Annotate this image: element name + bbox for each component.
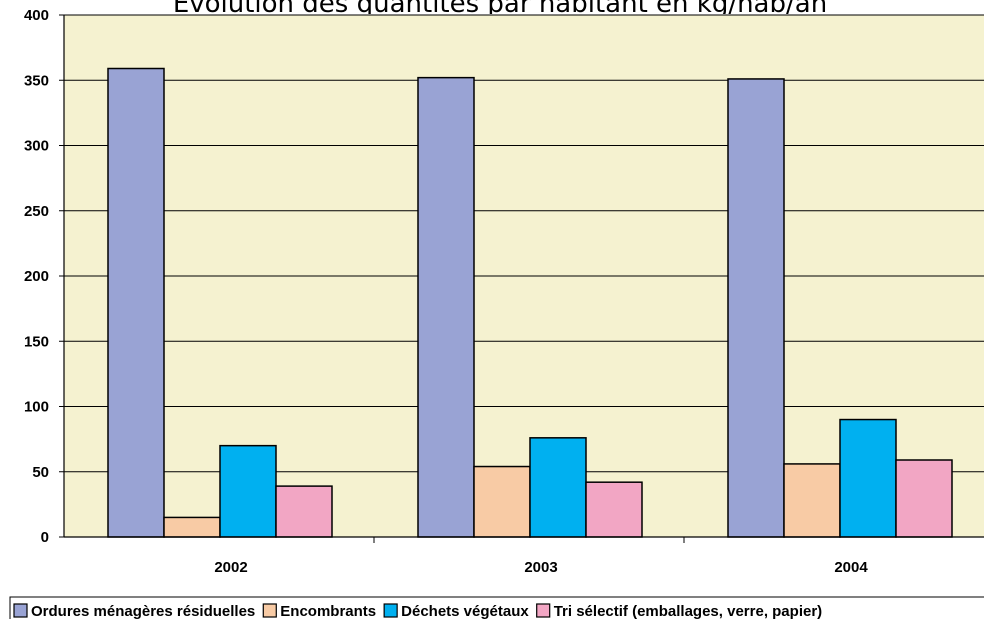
y-tick-label: 200	[24, 268, 49, 285]
legend-swatch	[536, 603, 551, 618]
y-tick-label: 300	[24, 138, 49, 155]
bar-2004-series-1	[727, 78, 785, 538]
y-tick-label: 150	[24, 333, 49, 350]
y-tick-label: 400	[24, 7, 49, 24]
legend-swatch	[262, 603, 277, 618]
legend-label: Déchets végétaux	[401, 603, 529, 619]
legend-label: Encombrants	[280, 603, 376, 619]
bar-2002-series-2	[163, 516, 221, 538]
x-tick-label: 2004	[834, 559, 868, 576]
bar-2004-series-4	[895, 459, 953, 538]
y-tick-label: 350	[24, 72, 49, 89]
bar-2003-series-4	[585, 481, 643, 538]
y-tick-label: 50	[32, 464, 49, 481]
bar-2003-series-3	[529, 437, 587, 538]
bar-2004-series-3	[839, 418, 897, 538]
legend-box	[9, 596, 984, 619]
legend-swatch	[383, 603, 398, 618]
y-tick-label: 250	[24, 203, 49, 220]
y-tick-label: 100	[24, 399, 49, 416]
bar-2002-series-1	[107, 67, 165, 538]
bar-2003-series-2	[473, 465, 531, 538]
chart-title: Évolution des quantités par habitant en …	[173, 0, 827, 19]
y-tick-label: 0	[41, 529, 49, 546]
x-tick-label: 2003	[524, 559, 557, 576]
legend-label: Tri sélectif (emballages, verre, papier)	[554, 603, 822, 619]
legend-label: Ordures ménagères résiduelles	[31, 603, 255, 619]
legend-swatch	[13, 603, 28, 618]
bar-2002-series-4	[275, 485, 333, 538]
bar-2003-series-1	[417, 76, 475, 538]
x-tick-label: 2002	[214, 559, 247, 576]
bar-2002-series-3	[219, 444, 277, 538]
bar-2004-series-2	[783, 463, 841, 538]
